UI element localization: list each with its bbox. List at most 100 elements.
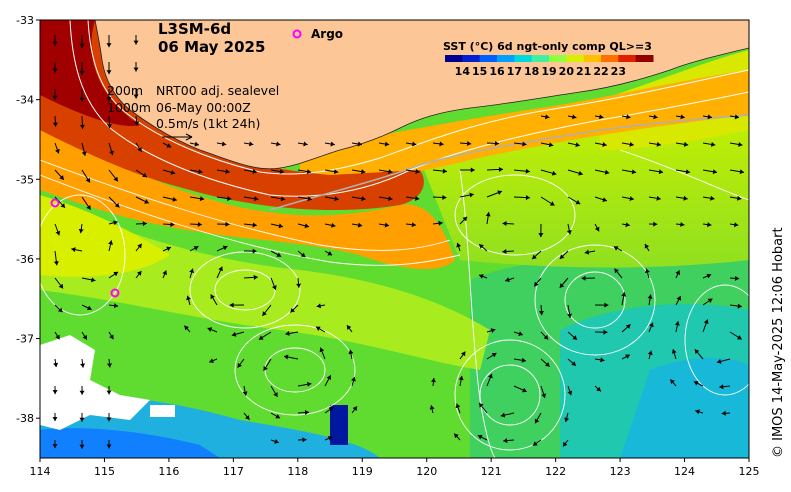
current-vector-head <box>361 196 366 202</box>
current-vector-head <box>671 349 677 354</box>
current-vector-head <box>106 417 112 422</box>
current-vector-head <box>252 169 257 174</box>
current-vector-head <box>625 222 630 228</box>
current-vector-head <box>603 329 608 335</box>
colorbar: SST (°C) 6d ngt-only comp QL>=3 14 15 16 17… <box>443 40 654 78</box>
current-vector-head <box>55 148 60 154</box>
argo-float-marker[interactable] <box>50 198 60 208</box>
current-vector-head <box>562 441 568 447</box>
current-vector-head <box>596 386 601 392</box>
current-vector-head <box>52 417 58 422</box>
current-vector-head <box>86 305 92 311</box>
colorbar-swatch <box>618 55 637 62</box>
current-vector-head <box>142 172 147 178</box>
map-frame <box>39 19 750 459</box>
argo-legend-icon <box>292 29 302 39</box>
current-vector-head <box>184 325 189 331</box>
map-panel[interactable] <box>35 20 765 458</box>
current-vector-head <box>113 176 118 182</box>
current-vector-head <box>189 268 195 274</box>
colorbar-swatch <box>497 55 515 62</box>
current-vector-head <box>134 121 140 126</box>
current-vector-head <box>231 331 237 337</box>
current-vector-head <box>133 67 139 72</box>
current-vector-head <box>571 361 576 366</box>
current-vector-head <box>644 243 650 249</box>
lon-tick-label: 116 <box>158 465 179 478</box>
current-vector-head <box>209 358 214 363</box>
current-vector-head <box>113 271 119 277</box>
argo-float-marker[interactable] <box>110 288 120 298</box>
current-vector-head <box>79 70 85 75</box>
current-vector-head <box>559 283 565 288</box>
current-vector-head <box>676 296 681 301</box>
current-vector-head <box>303 141 308 147</box>
current-vector-head <box>695 409 700 415</box>
current-vector-head <box>479 244 484 249</box>
current-vector-head <box>675 270 681 275</box>
current-vector-head <box>525 195 530 201</box>
current-vector-head <box>477 434 483 440</box>
current-vector-head <box>412 141 417 147</box>
current-vector-head <box>502 221 507 227</box>
current-vector-head <box>306 169 312 175</box>
lon-tick-label: 118 <box>287 465 308 478</box>
current-vector-head <box>521 357 526 363</box>
colorbar-swatch <box>479 55 498 62</box>
current-vector-head <box>479 403 484 408</box>
current-vector-head <box>52 444 58 449</box>
current-vector-head <box>316 303 322 309</box>
current-vector-head <box>645 268 650 274</box>
argo-markers[interactable] <box>50 198 120 298</box>
current-vector-head <box>567 390 573 396</box>
current-vector-head <box>739 169 745 175</box>
current-vector-head <box>534 281 539 287</box>
current-vector-head <box>626 114 631 120</box>
current-vector-head <box>497 190 502 195</box>
current-vector-head <box>538 310 544 316</box>
product-title: L3SM-6d <box>158 20 231 38</box>
current-vector-head <box>346 325 352 330</box>
colorbar-tick-label: 23 <box>611 65 626 78</box>
current-vector-head <box>532 254 537 260</box>
lon-tick-label: 114 <box>30 465 51 478</box>
current-vector-head <box>479 274 484 279</box>
current-vector-head <box>625 324 631 329</box>
current-vector-head <box>248 141 254 147</box>
current-vector-head <box>133 94 139 99</box>
current-vector-head <box>106 444 112 449</box>
missing-data-patch <box>150 405 175 417</box>
current-vector-head <box>543 334 549 340</box>
colorbar-tick-label: 17 <box>507 65 522 78</box>
current-vector-head <box>144 199 149 204</box>
colorbar-tick-label: 15 <box>472 65 487 78</box>
colorbar-title: SST (°C) 6d ngt-only comp QL>=3 <box>443 40 652 53</box>
current-vector-head <box>559 254 565 259</box>
current-vector-head <box>52 68 58 73</box>
current-vector-head <box>485 212 491 217</box>
current-vector-head <box>52 95 58 100</box>
current-vector-head <box>57 307 63 313</box>
current-vector-head <box>276 141 281 147</box>
lon-tick-label: 115 <box>94 465 115 478</box>
colorbar-swatch <box>445 55 463 62</box>
lat-tick-label: -37 <box>16 333 34 346</box>
current-vector-head <box>721 410 726 416</box>
map-annotations: 200m 1000m NRT00 adj. sealevel 06-May 00… <box>107 83 279 141</box>
current-vector-head <box>229 302 234 308</box>
current-vector-head <box>253 274 258 280</box>
current-vector-head <box>733 222 739 228</box>
current-vector-head <box>296 283 302 288</box>
colorbar-swatch <box>566 55 585 62</box>
current-vector-head <box>225 168 230 174</box>
current-vector-head <box>734 114 740 120</box>
current-vector-head <box>106 124 112 129</box>
current-vector-head <box>631 169 637 175</box>
current-vector-head <box>166 246 171 252</box>
current-vector-head <box>81 151 87 156</box>
current-vector-head <box>545 362 550 367</box>
current-vector-head <box>361 169 366 175</box>
sst-leeuwin-current-red <box>40 20 424 210</box>
current-vector-head <box>680 221 685 227</box>
